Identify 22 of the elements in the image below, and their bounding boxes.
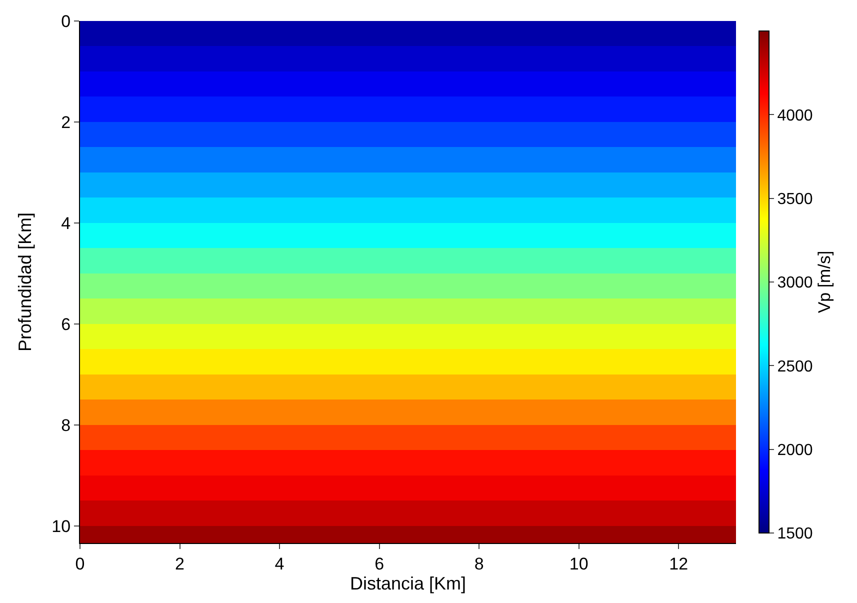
x-axis-title: Distancia [Km]: [350, 574, 466, 594]
color-bar-label: 2000: [777, 442, 813, 459]
x-tick-label: 6: [374, 554, 384, 574]
y-axis-title: Profundidad [Km]: [14, 212, 35, 352]
x-tick-label: 2: [175, 554, 185, 574]
color-bar-label: 2500: [777, 358, 813, 376]
y-tick-label: 8: [61, 416, 71, 435]
x-tick-label: 10: [569, 554, 588, 574]
x-tick-label: 4: [274, 554, 284, 574]
color-bar-label: 4000: [777, 107, 813, 124]
x-tick-label: 12: [669, 554, 688, 574]
y-tick-label: 2: [61, 112, 71, 132]
y-tick-label: 6: [61, 314, 71, 334]
color-bar-label: 3500: [777, 190, 813, 208]
y-tick-label: 4: [61, 214, 71, 233]
x-tick-label: 8: [474, 554, 484, 574]
y-tick-label: 10: [52, 516, 71, 536]
color-bar-label: 1500: [777, 526, 813, 543]
color-bar-label: 3000: [777, 274, 813, 292]
color-bar-title: Vp [m/s]: [814, 250, 834, 314]
x-tick-label: 0: [75, 554, 85, 574]
y-tick-label: 0: [61, 12, 71, 31]
